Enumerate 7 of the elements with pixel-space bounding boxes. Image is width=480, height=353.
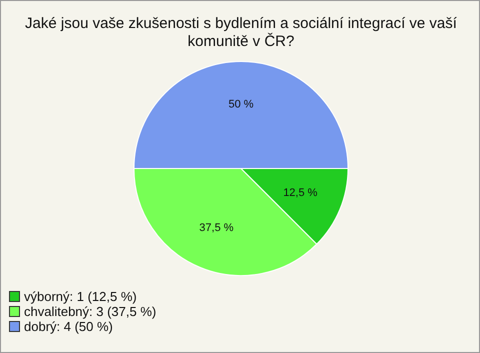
data-label: 50 %	[228, 98, 254, 110]
legend-label: dobrý: 4 (50 %)	[24, 319, 113, 334]
data-label: 12,5 %	[283, 187, 318, 200]
data-label: 37,5 %	[199, 222, 234, 234]
legend-label: chvalitebný: 3 (37,5 %)	[24, 304, 156, 319]
chart-title: Jaké jsou vaše zkušenosti s bydlením a sociální integrací ve vaší komunitě v ČR?	[24, 15, 458, 51]
legend-label: výborný: 1 (12,5 %)	[24, 289, 137, 304]
